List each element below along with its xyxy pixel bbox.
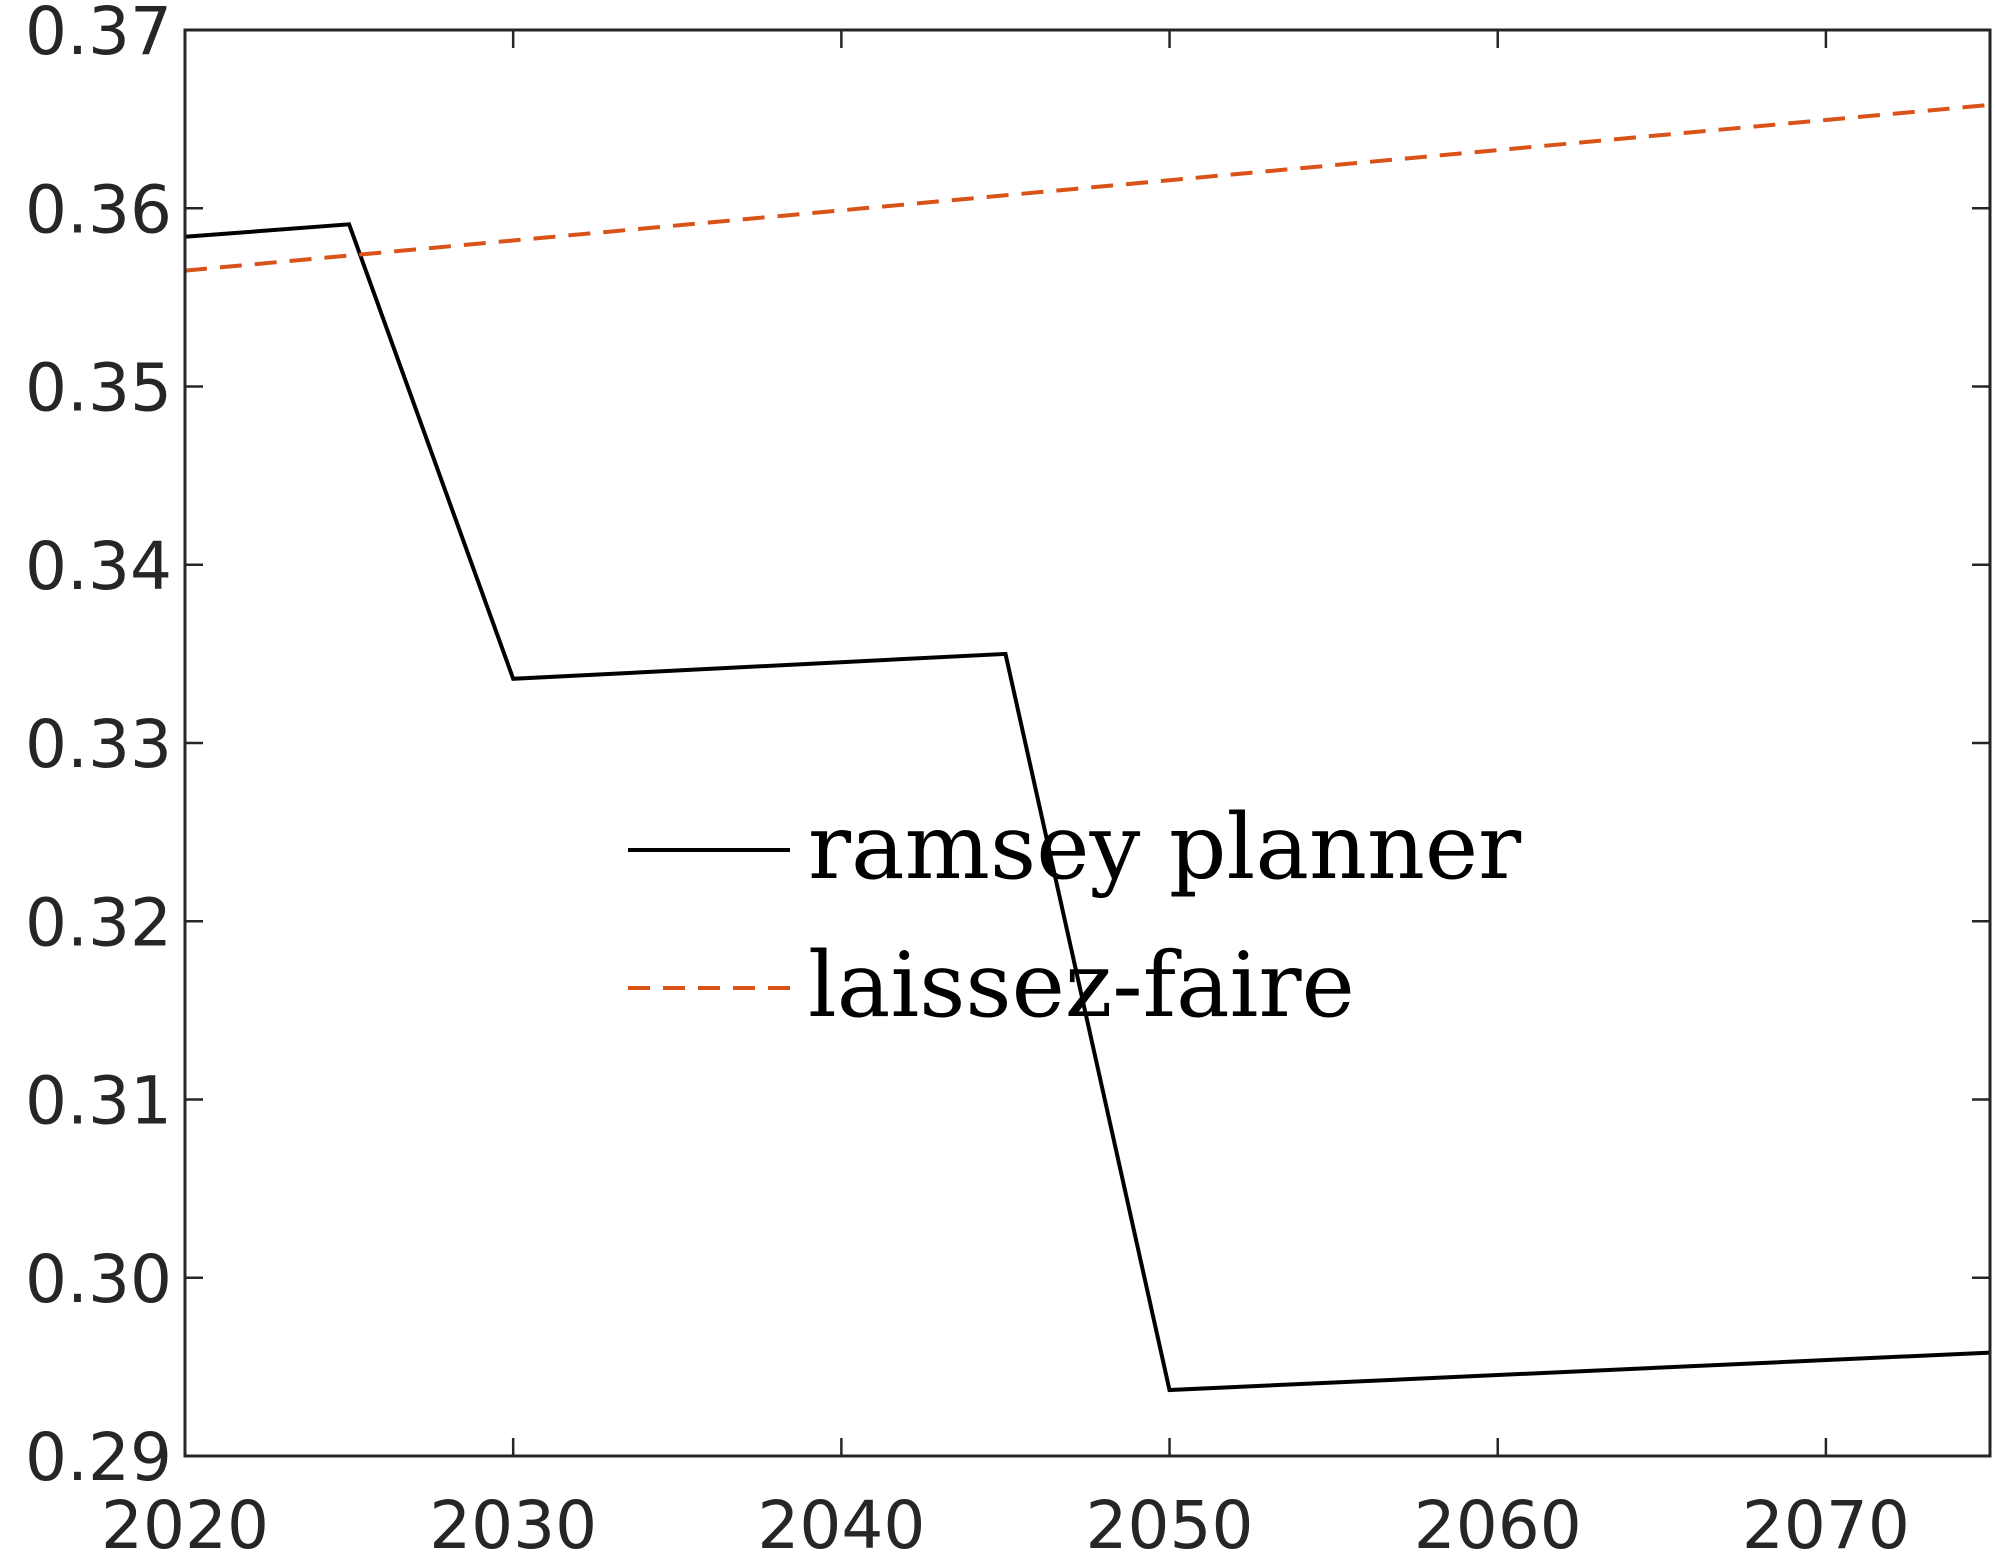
x-tick-label: 2020 [101, 1487, 269, 1554]
y-tick-label: 0.37 [25, 0, 172, 70]
plot-area [183, 28, 1992, 1458]
legend-label-1: ramsey planner [808, 795, 1522, 900]
y-tick-label: 0.33 [25, 706, 172, 783]
legend-label-2: laissez-faire [808, 933, 1355, 1038]
y-tick-label: 0.36 [25, 171, 172, 248]
y-tick-label: 0.31 [25, 1063, 172, 1140]
series-layer [184, 102, 1991, 1393]
x-axis: 2020 2030 2040 2050 2060 2070 [101, 30, 1910, 1554]
y-tick-label: 0.30 [25, 1241, 172, 1318]
series-line-2 [184, 102, 1991, 273]
y-tick-label: 0.34 [25, 528, 172, 605]
legend: ramsey planner laissez-faire [628, 795, 1522, 1038]
y-tick-label: 0.32 [25, 884, 172, 961]
series-line-1 [184, 222, 1991, 1393]
x-tick-label: 2040 [757, 1487, 925, 1554]
y-tick-label: 0.29 [25, 1419, 172, 1496]
plot-background [185, 30, 1990, 1456]
x-tick-label: 2030 [429, 1487, 597, 1554]
x-tick-label: 2070 [1742, 1487, 1910, 1554]
x-tick-label: 2060 [1414, 1487, 1582, 1554]
y-tick-label: 0.35 [25, 350, 172, 427]
x-tick-label: 2050 [1086, 1487, 1254, 1554]
y-axis: 0.29 0.30 0.31 0.32 0.33 0.34 0.35 0.36 0.37 [25, 0, 1990, 1496]
